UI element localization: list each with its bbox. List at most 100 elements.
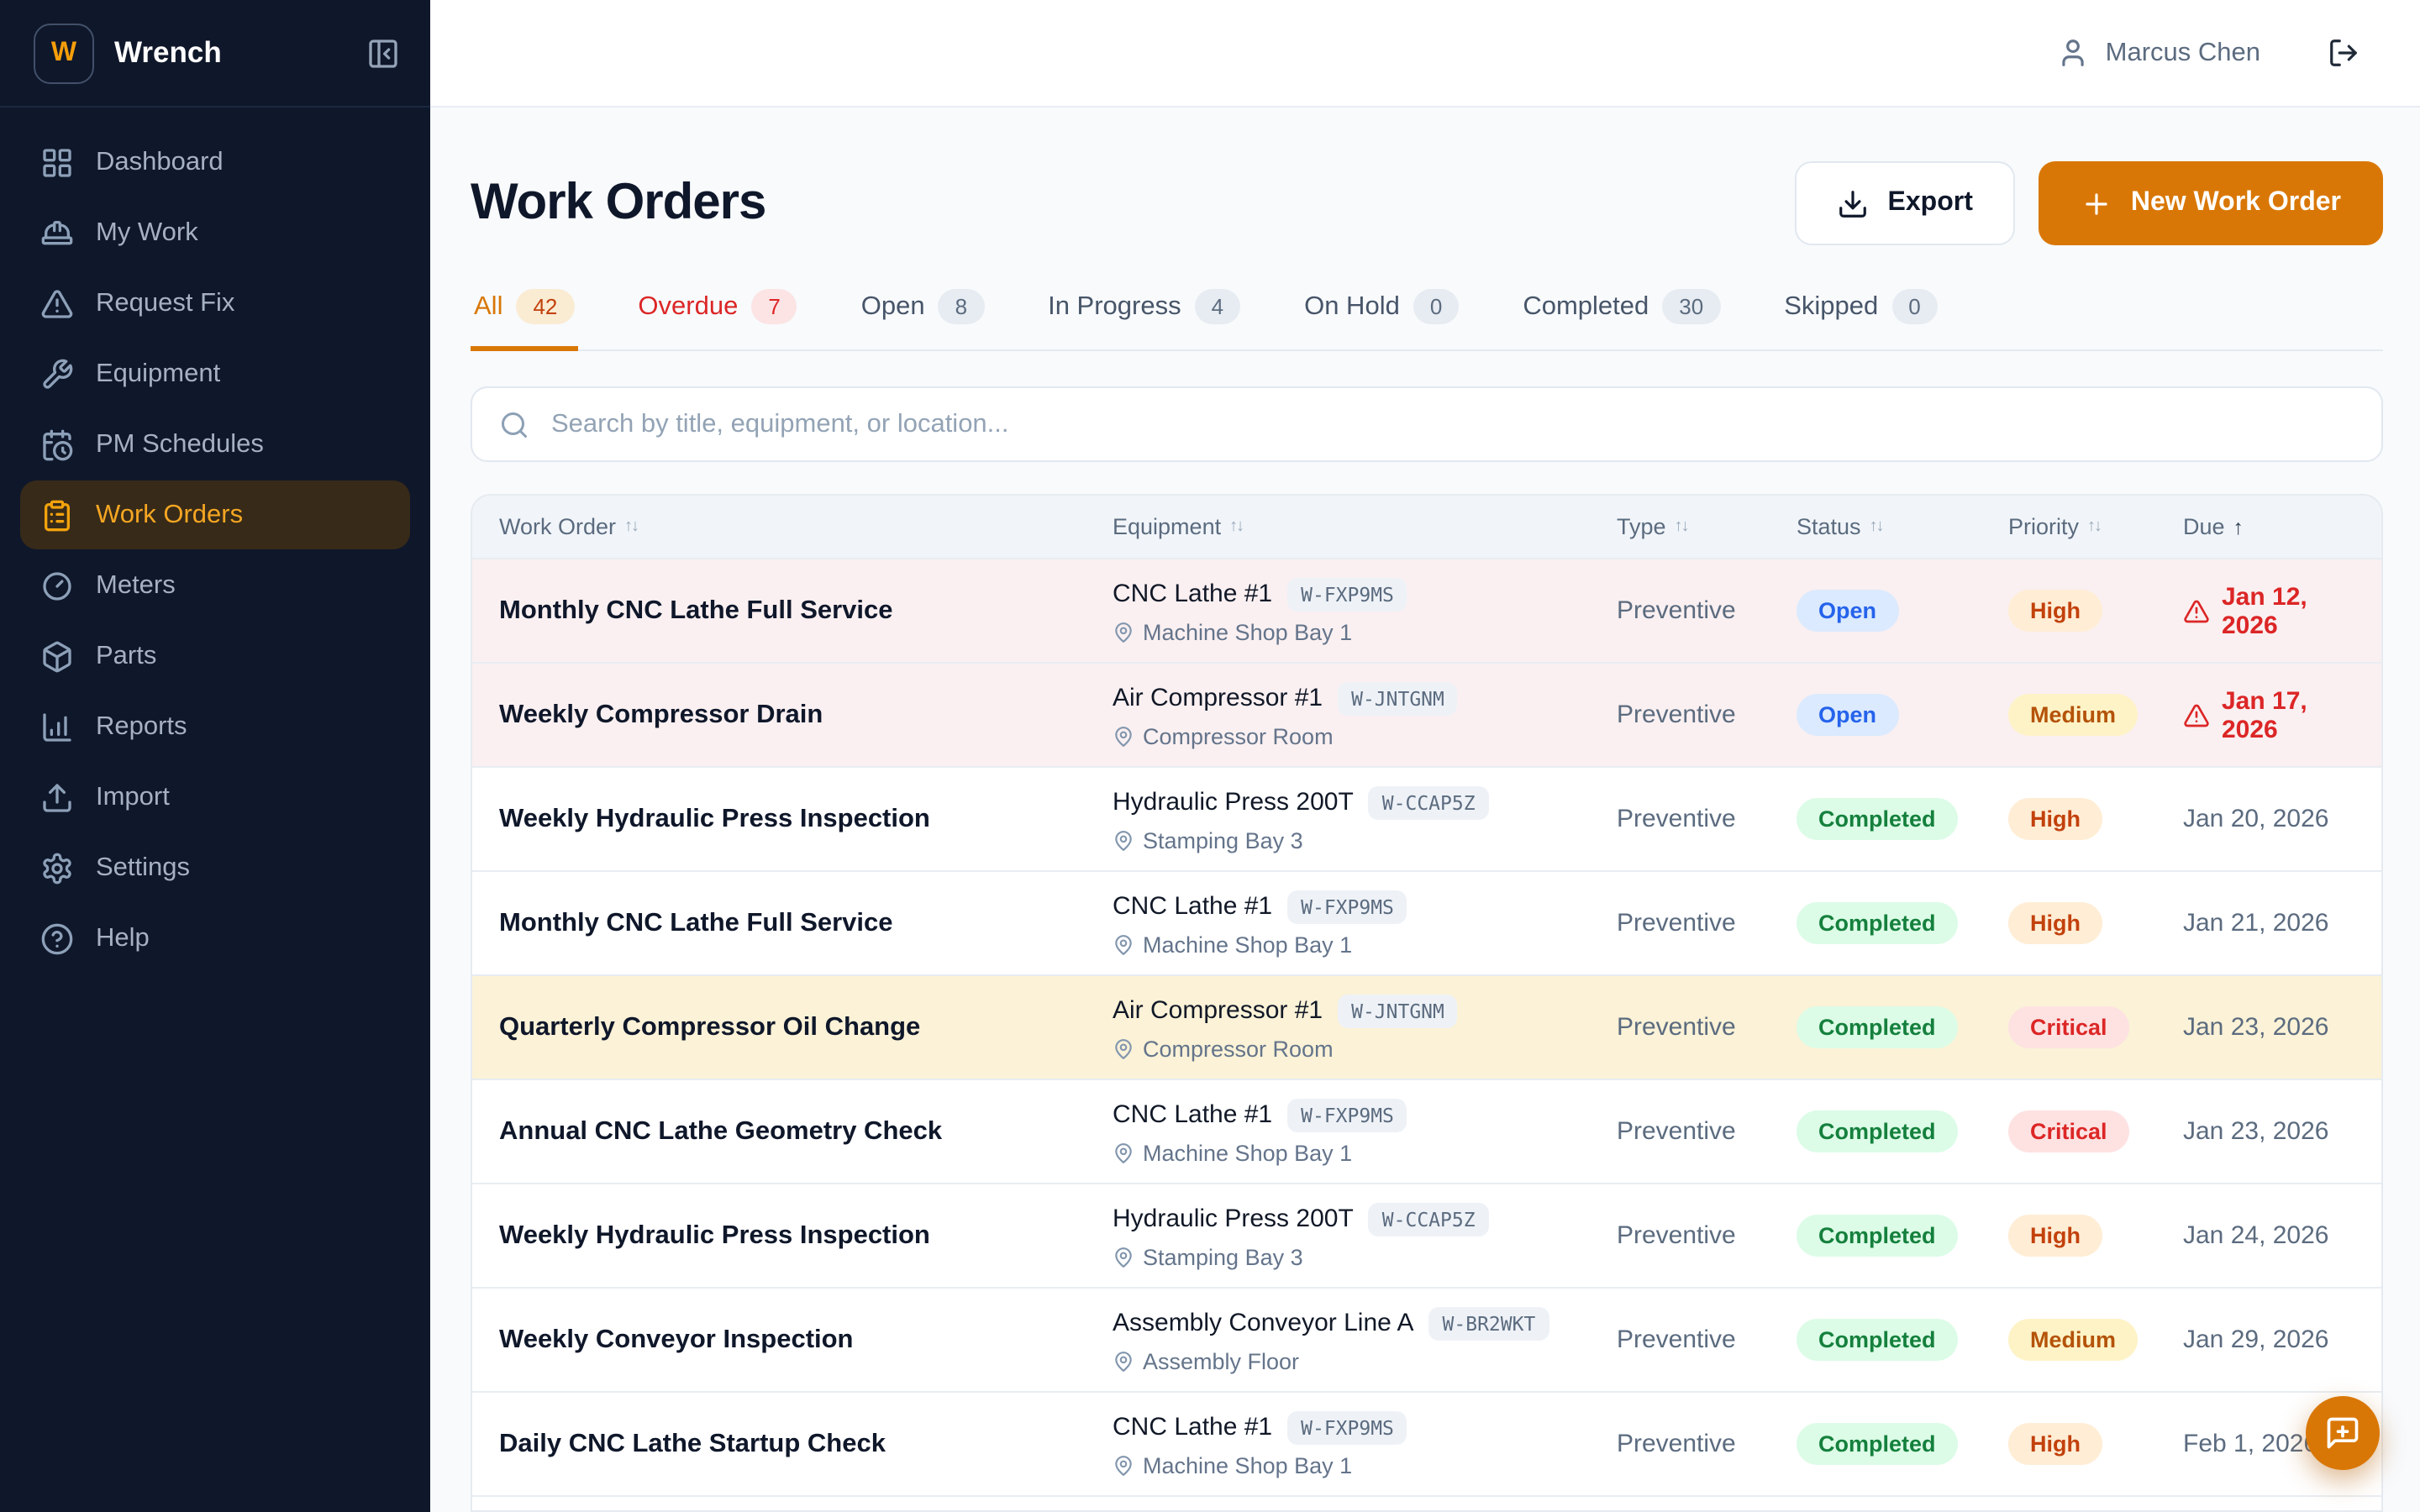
feedback-fab-button[interactable]: [2306, 1396, 2380, 1470]
sidebar-item-label: Equipment: [96, 359, 221, 387]
tab-all[interactable]: All 42: [471, 286, 578, 351]
gear-icon: [40, 851, 74, 885]
table-row[interactable]: Monthly CNC Lathe Full Service CNC Lathe …: [472, 870, 2381, 974]
table-row[interactable]: CNC Lathe #1W-FXP9MS: [472, 1495, 2381, 1510]
location-text: Machine Shop Bay 1: [1143, 932, 1353, 957]
user-menu[interactable]: Marcus Chen: [2057, 37, 2260, 69]
due-date-text: Jan 17, 2026: [2222, 686, 2307, 743]
table-row[interactable]: Weekly Compressor Drain Air Compressor #1…: [472, 662, 2381, 766]
brand-logo-letter: W: [50, 38, 77, 66]
table-row[interactable]: Weekly Conveyor Inspection Assembly Conve…: [472, 1287, 2381, 1391]
tab-on-hold[interactable]: On Hold 0: [1301, 286, 1462, 351]
wrench-icon: [40, 357, 74, 391]
sort-icon: ↑↓: [1674, 517, 1690, 536]
due-date-text: Feb 1, 2026: [2183, 1430, 2318, 1458]
table-row[interactable]: Monthly CNC Lathe Full Service CNC Lathe …: [472, 558, 2381, 662]
brand-logo: W: [34, 23, 94, 83]
sidebar-item-label: Parts: [96, 641, 157, 669]
sidebar-item-my-work[interactable]: My Work: [20, 198, 410, 267]
tab-open[interactable]: Open 8: [858, 286, 987, 351]
column-header-status[interactable]: Status ↑↓: [1797, 514, 2008, 539]
work-order-title: Annual CNC Lathe Geometry Check: [499, 1116, 943, 1145]
sidebar-item-import[interactable]: Import: [20, 763, 410, 832]
priority-badge: High: [2008, 1423, 2102, 1465]
sidebar-item-label: Help: [96, 923, 150, 952]
export-button[interactable]: Export: [1795, 161, 2015, 245]
column-header-equipment[interactable]: Equipment ↑↓: [1113, 514, 1617, 539]
plus-icon: [2081, 187, 2112, 219]
column-header-due[interactable]: Due ↑: [2183, 514, 2354, 539]
equipment-location: Machine Shop Bay 1: [1113, 1452, 1617, 1478]
download-icon: [1838, 187, 1870, 219]
map-pin-icon: [1113, 1350, 1134, 1372]
sidebar-item-dashboard[interactable]: Dashboard: [20, 128, 410, 197]
priority-badge: Medium: [2008, 694, 2139, 736]
search-input[interactable]: [548, 407, 2354, 441]
work-order-type: Preventive: [1617, 596, 1736, 625]
table-row[interactable]: Daily CNC Lathe Startup Check CNC Lathe #…: [472, 1391, 2381, 1495]
new-work-order-button-label: New Work Order: [2130, 188, 2341, 217]
table-row[interactable]: Weekly Hydraulic Press Inspection Hydraul…: [472, 766, 2381, 870]
alert-triangle-icon: [40, 286, 74, 320]
sidebar-item-request-fix[interactable]: Request Fix: [20, 269, 410, 338]
user-icon: [2057, 37, 2089, 69]
column-header-type[interactable]: Type ↑↓: [1617, 514, 1797, 539]
brand-name: Wrench: [114, 35, 222, 69]
sidebar-item-parts[interactable]: Parts: [20, 622, 410, 690]
sort-icon: ↑↓: [1869, 517, 1885, 536]
equipment-name: Hydraulic Press 200T: [1113, 788, 1354, 816]
table-body: Monthly CNC Lathe Full Service CNC Lathe …: [472, 558, 2381, 1510]
new-work-order-button[interactable]: New Work Order: [2038, 161, 2383, 245]
sidebar-item-label: Request Fix: [96, 288, 235, 317]
sidebar-item-reports[interactable]: Reports: [20, 692, 410, 761]
calendar-clock-icon: [40, 428, 74, 461]
sidebar-collapse-icon[interactable]: [366, 36, 400, 70]
sort-icon: ↑↓: [2087, 517, 2102, 536]
tab-skipped[interactable]: Skipped 0: [1781, 286, 1941, 351]
tab-count-badge: 8: [938, 289, 985, 324]
equipment-code-badge: W-FXP9MS: [1287, 577, 1407, 611]
tab-count-badge: 42: [516, 289, 575, 324]
due-date-text: Jan 21, 2026: [2183, 909, 2329, 937]
sidebar-item-pm-schedules[interactable]: PM Schedules: [20, 410, 410, 479]
sidebar-item-help[interactable]: Help: [20, 904, 410, 973]
table-row[interactable]: Weekly Hydraulic Press Inspection Hydraul…: [472, 1183, 2381, 1287]
column-header-priority[interactable]: Priority ↑↓: [2008, 514, 2183, 539]
sidebar-item-equipment[interactable]: Equipment: [20, 339, 410, 408]
user-name: Marcus Chen: [2105, 38, 2260, 66]
tab-overdue[interactable]: Overdue 7: [634, 286, 800, 351]
dashboard-grid-icon: [40, 145, 74, 179]
map-pin-icon: [1113, 621, 1134, 643]
tab-completed[interactable]: Completed 30: [1519, 286, 1723, 351]
column-label: Due: [2183, 514, 2225, 539]
location-text: Machine Shop Bay 1: [1143, 619, 1353, 644]
logout-icon[interactable]: [2328, 37, 2360, 69]
column-label: Equipment: [1113, 514, 1222, 539]
column-header-work-order[interactable]: Work Order ↑↓: [499, 514, 1113, 539]
page-title: Work Orders: [471, 175, 766, 230]
sidebar-item-meters[interactable]: Meters: [20, 551, 410, 620]
export-button-label: Export: [1887, 188, 1973, 217]
package-icon: [40, 639, 74, 673]
due-date: Jan 23, 2026: [2183, 1013, 2354, 1042]
table-row[interactable]: Quarterly Compressor Oil Change Air Compr…: [472, 974, 2381, 1079]
due-date-text: Jan 23, 2026: [2183, 1013, 2329, 1042]
work-order-title: Weekly Compressor Drain: [499, 700, 823, 728]
priority-badge: High: [2008, 1215, 2102, 1257]
work-order-title: Quarterly Compressor Oil Change: [499, 1012, 921, 1041]
equipment-location: Machine Shop Bay 1: [1113, 619, 1617, 644]
sidebar-item-label: Import: [96, 782, 170, 811]
tab-label: Completed: [1523, 291, 1649, 320]
map-pin-icon: [1113, 1246, 1134, 1268]
message-square-plus-icon: [2324, 1415, 2361, 1452]
search-icon: [499, 409, 529, 439]
equipment-name: CNC Lathe #1: [1113, 580, 1273, 608]
table-row[interactable]: Annual CNC Lathe Geometry Check CNC Lathe…: [472, 1079, 2381, 1183]
sidebar-item-label: Meters: [96, 570, 176, 599]
tab-in-progress[interactable]: In Progress 4: [1044, 286, 1244, 351]
sidebar-item-settings[interactable]: Settings: [20, 833, 410, 902]
priority-badge: High: [2008, 590, 2102, 632]
location-text: Compressor Room: [1143, 1036, 1334, 1061]
sidebar-item-work-orders[interactable]: Work Orders: [20, 480, 410, 549]
due-date: Jan 21, 2026: [2183, 909, 2354, 937]
